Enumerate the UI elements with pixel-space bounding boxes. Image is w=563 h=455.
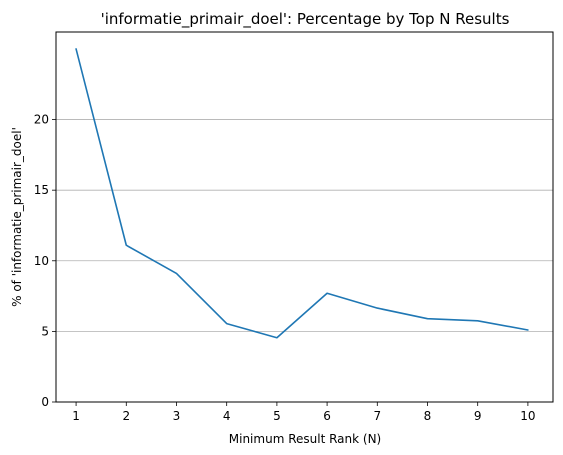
- x-tick-label-4: 4: [223, 409, 231, 423]
- series-layer: [75, 48, 529, 339]
- x-tick-label-3: 3: [173, 409, 181, 423]
- y-axis-ticks: 0 5 10 15 20: [34, 113, 56, 409]
- x-axis-label: Minimum Result Rank (N): [229, 432, 381, 446]
- y-tick-label-20: 20: [34, 113, 49, 127]
- x-tick-label-2: 2: [122, 409, 130, 423]
- y-tick-label-5: 5: [41, 324, 49, 338]
- y-tick-label-0: 0: [41, 395, 49, 409]
- x-tick-label-8: 8: [424, 409, 432, 423]
- y-tick-label-15: 15: [34, 183, 49, 197]
- chart-title: 'informatie_primair_doel': Percentage by…: [101, 10, 510, 29]
- x-tick-label-7: 7: [373, 409, 381, 423]
- y-axis-label: % of 'informatie_primair_doel': [10, 127, 24, 307]
- series-line-0: [75, 48, 529, 339]
- x-tick-label-10: 10: [520, 409, 535, 423]
- x-tick-label-6: 6: [323, 409, 331, 423]
- x-axis-ticks: 1 2 3 4 5 6 7 8 9 10: [72, 402, 536, 423]
- x-tick-label-5: 5: [273, 409, 281, 423]
- y-tick-label-10: 10: [34, 254, 49, 268]
- grid-lines: [56, 119, 553, 332]
- plot-area-frame: [55, 31, 554, 403]
- x-tick-label-9: 9: [474, 409, 482, 423]
- x-tick-label-1: 1: [72, 409, 80, 423]
